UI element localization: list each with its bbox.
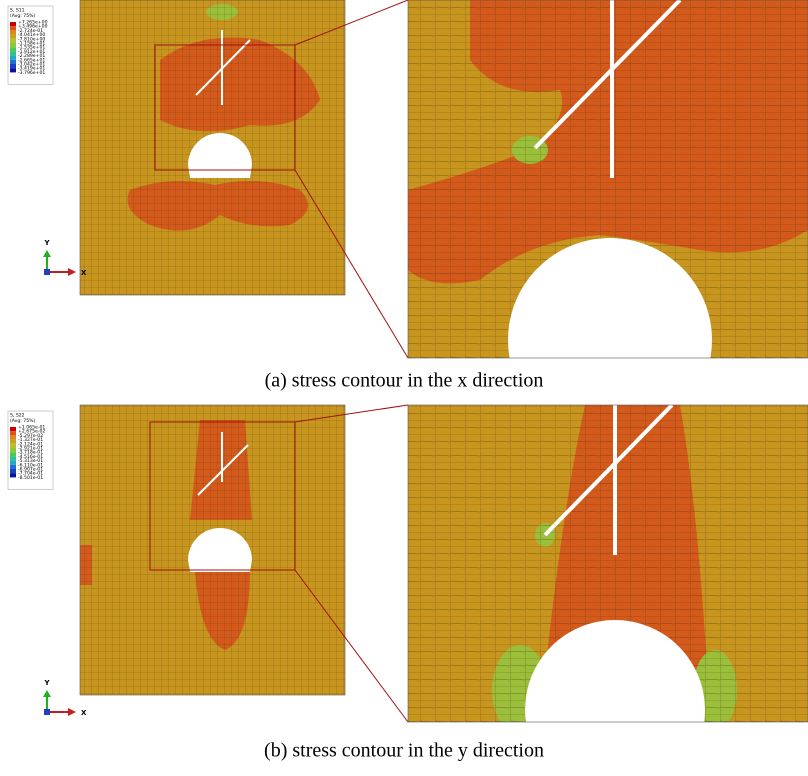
legend-swatch (10, 465, 16, 469)
legend-swatch (10, 473, 16, 477)
legend-swatch (10, 26, 16, 30)
legend-swatch (10, 461, 16, 465)
legend-swatch (10, 30, 16, 34)
legend-swatch (10, 452, 16, 456)
legend-swatch (10, 427, 16, 431)
legend-swatch (10, 47, 16, 51)
legend-subtitle: (Avg: 75%) (10, 418, 36, 424)
axis-origin (44, 269, 50, 275)
figure: (a) stress contour in the x direction (b… (0, 0, 808, 776)
legend-swatch (10, 51, 16, 55)
axis-y-label: Y (44, 239, 51, 247)
axis-y-head (43, 250, 51, 257)
legend-swatch (10, 64, 16, 68)
legend-value: -8.501e-01 (18, 475, 43, 481)
legend-swatch (10, 43, 16, 47)
axis-x-label: X (81, 709, 87, 717)
legend-title: S, S22 (10, 413, 25, 419)
axis-y-label: Y (44, 679, 51, 687)
legend-swatch (10, 448, 16, 452)
legend-swatch (10, 431, 16, 435)
axis-origin (44, 709, 50, 715)
legend-swatch (10, 39, 16, 43)
contour-b (80, 405, 345, 695)
legend-swatch (10, 469, 16, 473)
legend-swatch (10, 56, 16, 60)
legend-swatch (10, 456, 16, 460)
legend-swatch (10, 35, 16, 39)
contour-a (80, 0, 345, 295)
caption: (b) stress contour in the y direction (264, 740, 544, 762)
legend-swatch (10, 444, 16, 448)
axis-x-head (68, 708, 76, 716)
caption: (a) stress contour in the x direction (265, 370, 544, 392)
axis-y-head (43, 690, 51, 697)
legend-value: -3.796e+01 (18, 70, 45, 76)
legend-swatch (10, 60, 16, 64)
legend-title: S, S11 (10, 8, 25, 14)
zoom-b (408, 405, 808, 776)
axis-x-head (68, 268, 76, 276)
legend-swatch (10, 435, 16, 439)
legend-swatch (10, 440, 16, 444)
legend-swatch (10, 68, 16, 72)
axis-x-label: X (81, 269, 87, 277)
legend-swatch (10, 22, 16, 26)
legend-subtitle: (Avg: 75%) (10, 13, 36, 19)
